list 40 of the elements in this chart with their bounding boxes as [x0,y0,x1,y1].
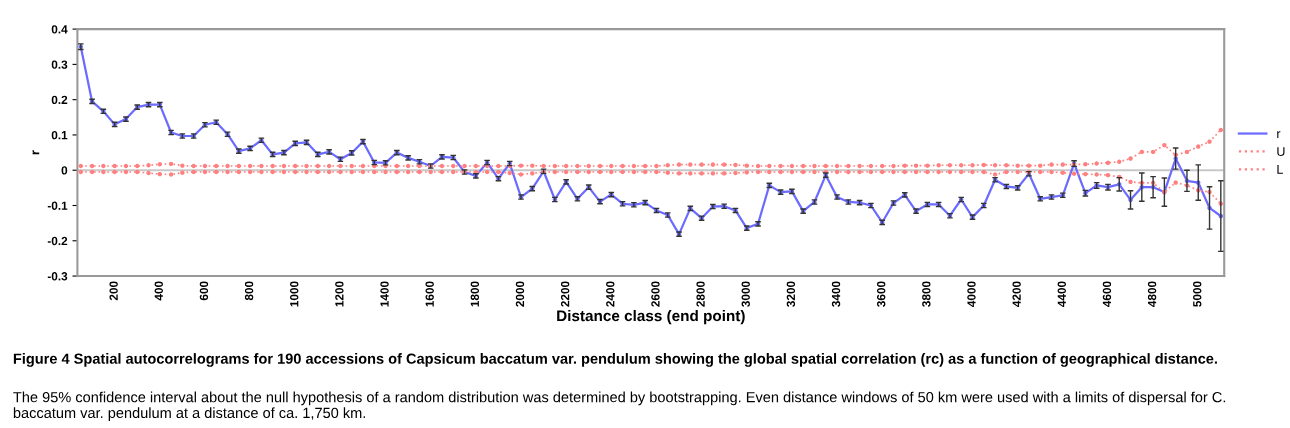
x-tick-label: 3600 [877,281,886,307]
x-tick-label: 1000 [290,281,299,307]
x-tick-label: 400 [154,281,163,301]
x-tick-label: 2000 [515,281,525,307]
x-tick-label: 4800 [1147,281,1157,307]
y-tick-label: 0.2 [51,95,68,105]
x-tick-label: 3000 [741,281,750,307]
x-tick-label: 1600 [425,281,434,307]
y-tick-label: 0.4 [51,25,68,34]
legend-label: U [1277,147,1285,156]
x-tick-label: 800 [244,281,254,301]
x-tick-label: 2400 [606,281,615,307]
y-tick-label: -0.2 [47,236,68,246]
y-tick-label: -0.1 [47,201,68,210]
y-tick-label: 0.1 [51,130,68,140]
legend-label: r [1277,131,1281,138]
x-tick-label: 2800 [696,281,705,307]
x-tick-label: 2200 [560,281,570,307]
x-tick-label: 1200 [335,281,344,307]
x-tick-label: 200 [109,281,118,301]
y-tick-label: -0.3 [47,272,68,281]
x-tick-label: 5000 [1193,281,1202,307]
x-tick-label: 2600 [651,281,660,307]
x-axis-title: Distance class (end point) [557,309,745,325]
x-tick-label: 1400 [380,281,389,307]
x-tick-label: 3400 [831,281,841,307]
x-tick-label: 3800 [922,281,931,307]
y-axis-title: r [32,150,40,155]
x-tick-label: 4600 [1102,281,1112,307]
caption: Figure 4 Spatial autocorrelograms for 190 accessions of Capsicum baccatum var. pendulum showing the global spatial correlation (rc) as a function of geographical distance. [13,353,1217,367]
x-tick-label: 4200 [1012,281,1021,307]
x-tick-label: 1800 [470,281,480,307]
y-tick-label: 0.3 [51,60,68,69]
y-tick-label: 0 [61,166,68,175]
x-tick-label: 600 [199,281,209,301]
text: The 95% confidence interval about the null hypothesis of a random distribution was determined by bootstrapping. Even distance windows of 50 km were used with a limits of dispersal for C. baccatum var. pendulum at a distance of ca. 1,750 km. [13,391,1226,421]
x-tick-label: 4000 [967,281,976,307]
x-tick-label: 4400 [1057,281,1066,307]
legend-label: L [1277,165,1283,174]
x-tick-label: 3200 [786,281,796,307]
